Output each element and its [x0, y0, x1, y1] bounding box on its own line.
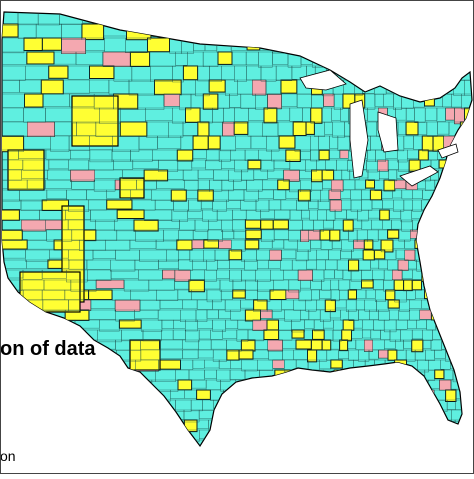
figure-border: [0, 0, 474, 474]
